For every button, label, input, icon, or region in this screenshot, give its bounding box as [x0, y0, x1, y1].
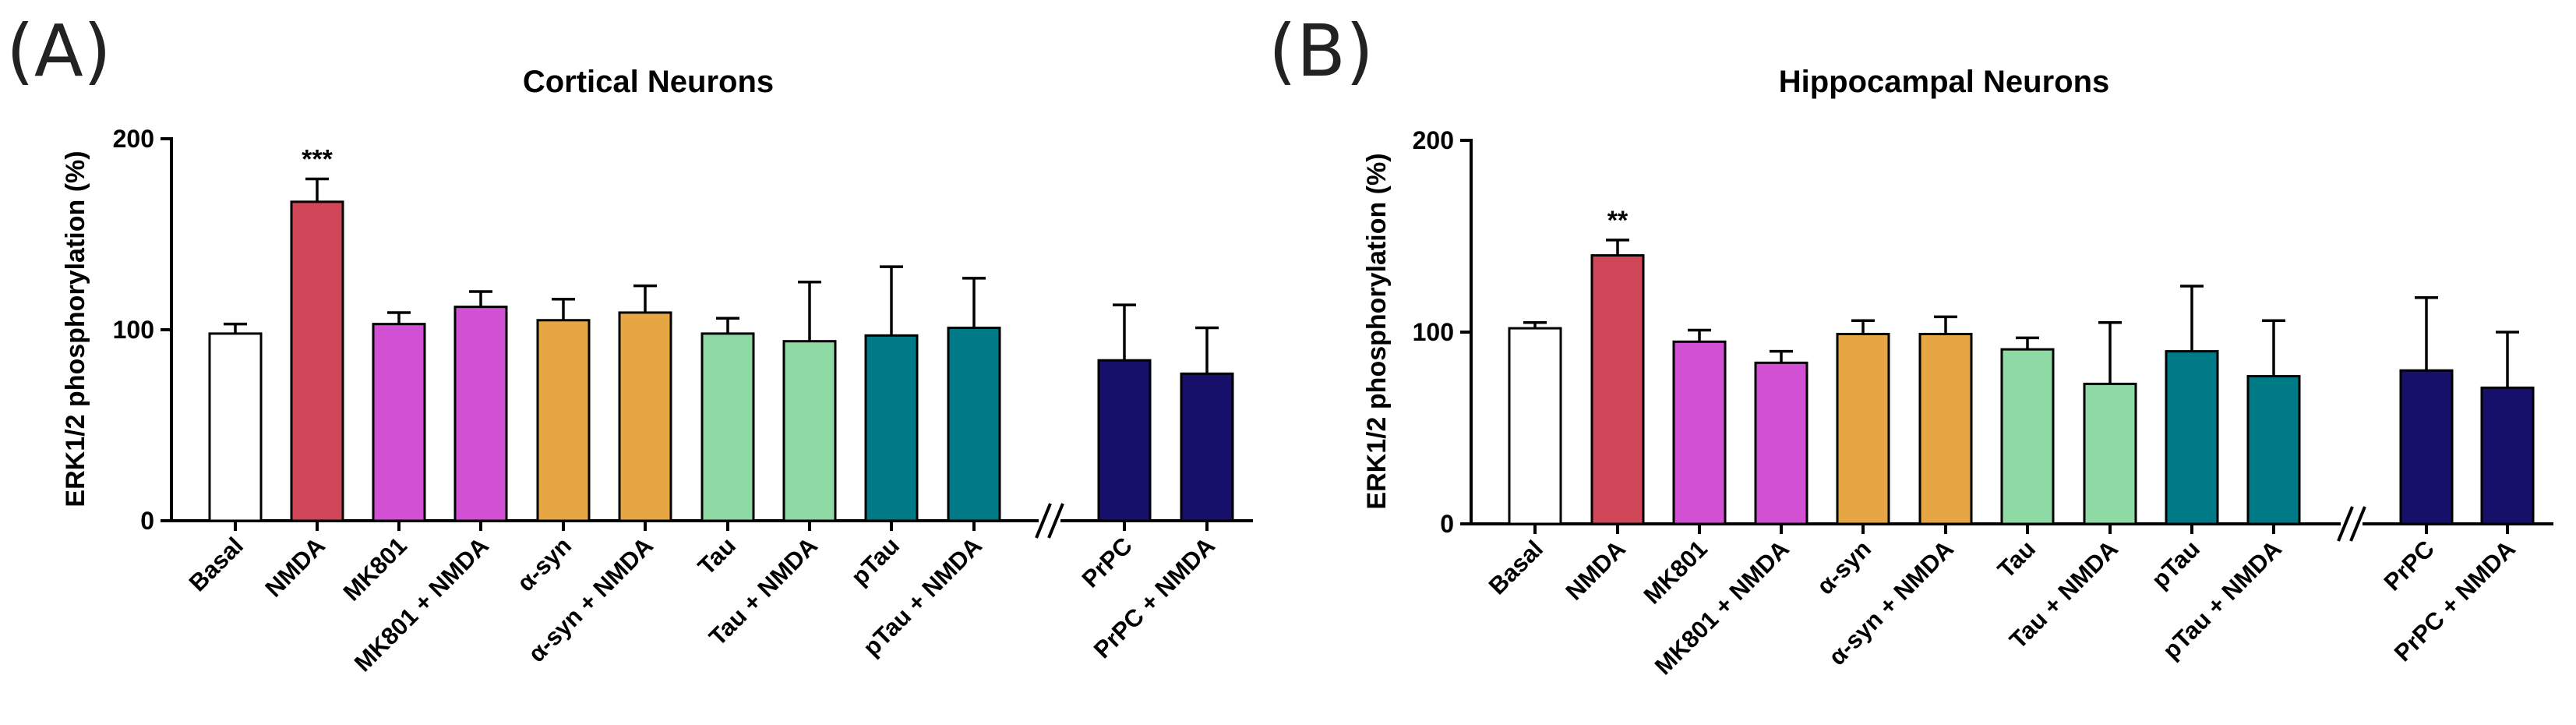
- y-tick-label: 100: [113, 316, 154, 344]
- y-tick-label: 100: [1413, 318, 1454, 346]
- x-tick-label: NMDA: [259, 532, 330, 603]
- bar: [1754, 361, 1808, 525]
- x-tick-label: Basal: [1484, 535, 1548, 599]
- bar: [372, 323, 426, 522]
- x-tick-label: α-syn: [1812, 535, 1876, 599]
- x-tick-label: PrPC: [2379, 535, 2440, 596]
- bar: [1590, 254, 1645, 525]
- x-tick-label: PrPC: [1077, 532, 1138, 592]
- chart-panel-a: (A) Cortical Neurons ERK1/2 phosphorylatio…: [6, 9, 1253, 677]
- y-axis-label: ERK1/2 phosphorylation (%): [61, 150, 90, 507]
- bar: [2165, 350, 2219, 525]
- bar: [1918, 332, 1973, 525]
- bar: [453, 306, 508, 522]
- bar: [1180, 372, 1234, 522]
- axis-break-mark: [1047, 503, 1064, 539]
- bar: [947, 327, 1001, 522]
- chart-panel-b: (B) Hippocampal Neurons ERK1/2 phosphoryla…: [1269, 9, 2553, 680]
- y-tick-label: 0: [1440, 510, 1454, 538]
- bar: [2000, 348, 2055, 525]
- bar: [618, 311, 672, 522]
- y-tick-label: 200: [113, 125, 154, 153]
- x-tick-label: MK801: [338, 532, 412, 606]
- bar: [536, 319, 591, 522]
- x-tick-label: MK801: [1639, 535, 1713, 609]
- bar: [1836, 332, 1890, 525]
- bar: [1672, 340, 1727, 525]
- chart-title: Hippocampal Neurons: [1779, 65, 2110, 99]
- y-tick-label: 0: [140, 507, 154, 535]
- panel-letter: (B): [1269, 9, 1374, 93]
- significance-label: ***: [302, 144, 333, 174]
- bar: [864, 334, 919, 522]
- bar: [1097, 359, 1152, 522]
- bar: [700, 332, 755, 522]
- x-tick-label: pTau: [2146, 535, 2204, 593]
- y-axis-label: ERK1/2 phosphorylation (%): [1362, 153, 1392, 509]
- x-tick-label: NMDA: [1560, 535, 1631, 606]
- axis-break-mark: [2349, 506, 2366, 542]
- x-tick-label: pTau: [845, 532, 904, 590]
- bar: [2399, 369, 2454, 525]
- panel-letter: (A): [6, 9, 111, 93]
- axis-break-mark: [2337, 506, 2354, 542]
- bar: [782, 340, 837, 522]
- bar: [1508, 327, 1562, 525]
- bar: [290, 200, 344, 522]
- significance-label: **: [1607, 206, 1629, 235]
- axis-break-mark: [1035, 503, 1052, 539]
- chart-title: Cortical Neurons: [523, 65, 774, 99]
- bar: [2083, 382, 2137, 525]
- x-tick-label: Tau: [693, 532, 741, 580]
- y-tick-label: 200: [1413, 126, 1454, 154]
- x-tick-label: α-syn: [512, 532, 577, 596]
- bar: [2480, 386, 2535, 525]
- bar: [2246, 375, 2301, 525]
- x-tick-label: Basal: [184, 532, 249, 596]
- bar: [208, 332, 263, 522]
- x-tick-label: Tau: [1992, 535, 2041, 583]
